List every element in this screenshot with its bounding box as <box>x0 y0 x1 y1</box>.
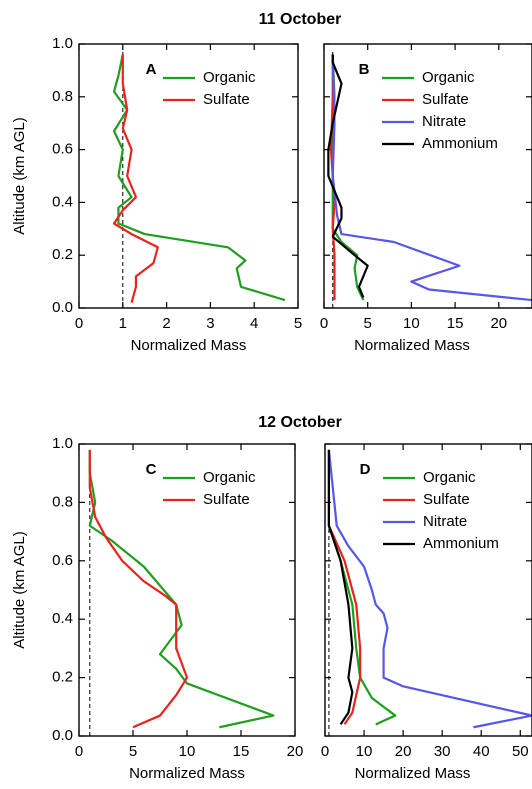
x-tick-label: 10 <box>356 743 373 760</box>
x-tick-label: 5 <box>364 315 372 332</box>
x-axis-label: Normalized Mass <box>354 337 470 354</box>
x-tick-label: 20 <box>395 743 412 760</box>
legend-label: Organic <box>422 69 475 86</box>
legend-label: Ammonium <box>423 535 499 552</box>
series-line <box>327 449 397 726</box>
series-line <box>331 54 365 301</box>
plot-frame <box>324 443 532 737</box>
series-line <box>329 54 336 301</box>
series-line <box>88 449 189 729</box>
x-tick-label: 15 <box>447 315 464 332</box>
series-line <box>327 449 354 725</box>
x-tick-label: 20 <box>287 743 304 760</box>
series-line <box>112 54 159 304</box>
y-tick-label: 0.6 <box>52 141 73 158</box>
legend-label: Nitrate <box>422 113 466 130</box>
x-tick-label: 20 <box>490 315 507 332</box>
plot-frame <box>323 43 532 309</box>
x-tick-label: 30 <box>434 743 451 760</box>
y-tick-label: 0.0 <box>52 299 73 316</box>
plot-frame <box>78 43 299 309</box>
y-tick-label: 0.2 <box>52 669 73 686</box>
x-tick-label: 4 <box>250 315 258 332</box>
y-tick-label: 0.0 <box>52 727 73 744</box>
y-tick-label: 0.4 <box>52 610 73 627</box>
legend-label: Sulfate <box>203 491 250 508</box>
y-tick-label: 1.0 <box>52 35 73 52</box>
series-line <box>112 54 286 302</box>
x-tick-label: 0 <box>75 315 83 332</box>
x-tick-label: 50 <box>512 743 529 760</box>
x-tick-label: 10 <box>179 743 196 760</box>
legend-label: Sulfate <box>422 91 469 108</box>
x-tick-label: 5 <box>294 315 302 332</box>
x-tick-label: 5 <box>129 743 137 760</box>
legend-label: Ammonium <box>422 135 498 152</box>
x-axis-label: Normalized Mass <box>129 765 245 782</box>
y-tick-label: 0.8 <box>52 88 73 105</box>
series-line <box>331 54 532 302</box>
plot-frame <box>78 443 296 737</box>
x-tick-label: 2 <box>162 315 170 332</box>
legend-label: Sulfate <box>203 91 250 108</box>
legend-label: Sulfate <box>423 491 470 508</box>
y-tick-label: 0.4 <box>52 193 73 210</box>
legend-label: Organic <box>203 69 256 86</box>
y-tick-label: 0.2 <box>52 246 73 263</box>
y-axis-label: Altitude (km AGL) <box>11 117 28 235</box>
x-tick-label: 0 <box>320 315 328 332</box>
x-tick-label: 3 <box>206 315 214 332</box>
y-tick-label: 1.0 <box>52 435 73 452</box>
x-tick-label: 0 <box>75 743 83 760</box>
y-tick-label: 0.8 <box>52 493 73 510</box>
series-line <box>327 54 369 298</box>
panel-label: C <box>146 461 157 478</box>
panel-label: B <box>359 61 370 78</box>
x-axis-label: Normalized Mass <box>131 337 247 354</box>
x-tick-label: 10 <box>403 315 420 332</box>
x-axis-label: Normalized Mass <box>355 765 471 782</box>
x-tick-label: 40 <box>473 743 490 760</box>
legend-label: Nitrate <box>423 513 467 530</box>
row-title: 12 October <box>258 414 342 431</box>
row-title: 11 October <box>259 11 342 28</box>
x-tick-label: 0 <box>321 743 329 760</box>
legend-label: Organic <box>423 469 476 486</box>
legend-label: Organic <box>203 469 256 486</box>
y-axis-label: Altitude (km AGL) <box>11 531 28 649</box>
panel-label: A <box>146 61 157 78</box>
series-line <box>327 449 532 729</box>
y-tick-label: 0.6 <box>52 552 73 569</box>
x-tick-label: 1 <box>119 315 127 332</box>
x-tick-label: 15 <box>233 743 250 760</box>
panel-label: D <box>360 461 371 478</box>
